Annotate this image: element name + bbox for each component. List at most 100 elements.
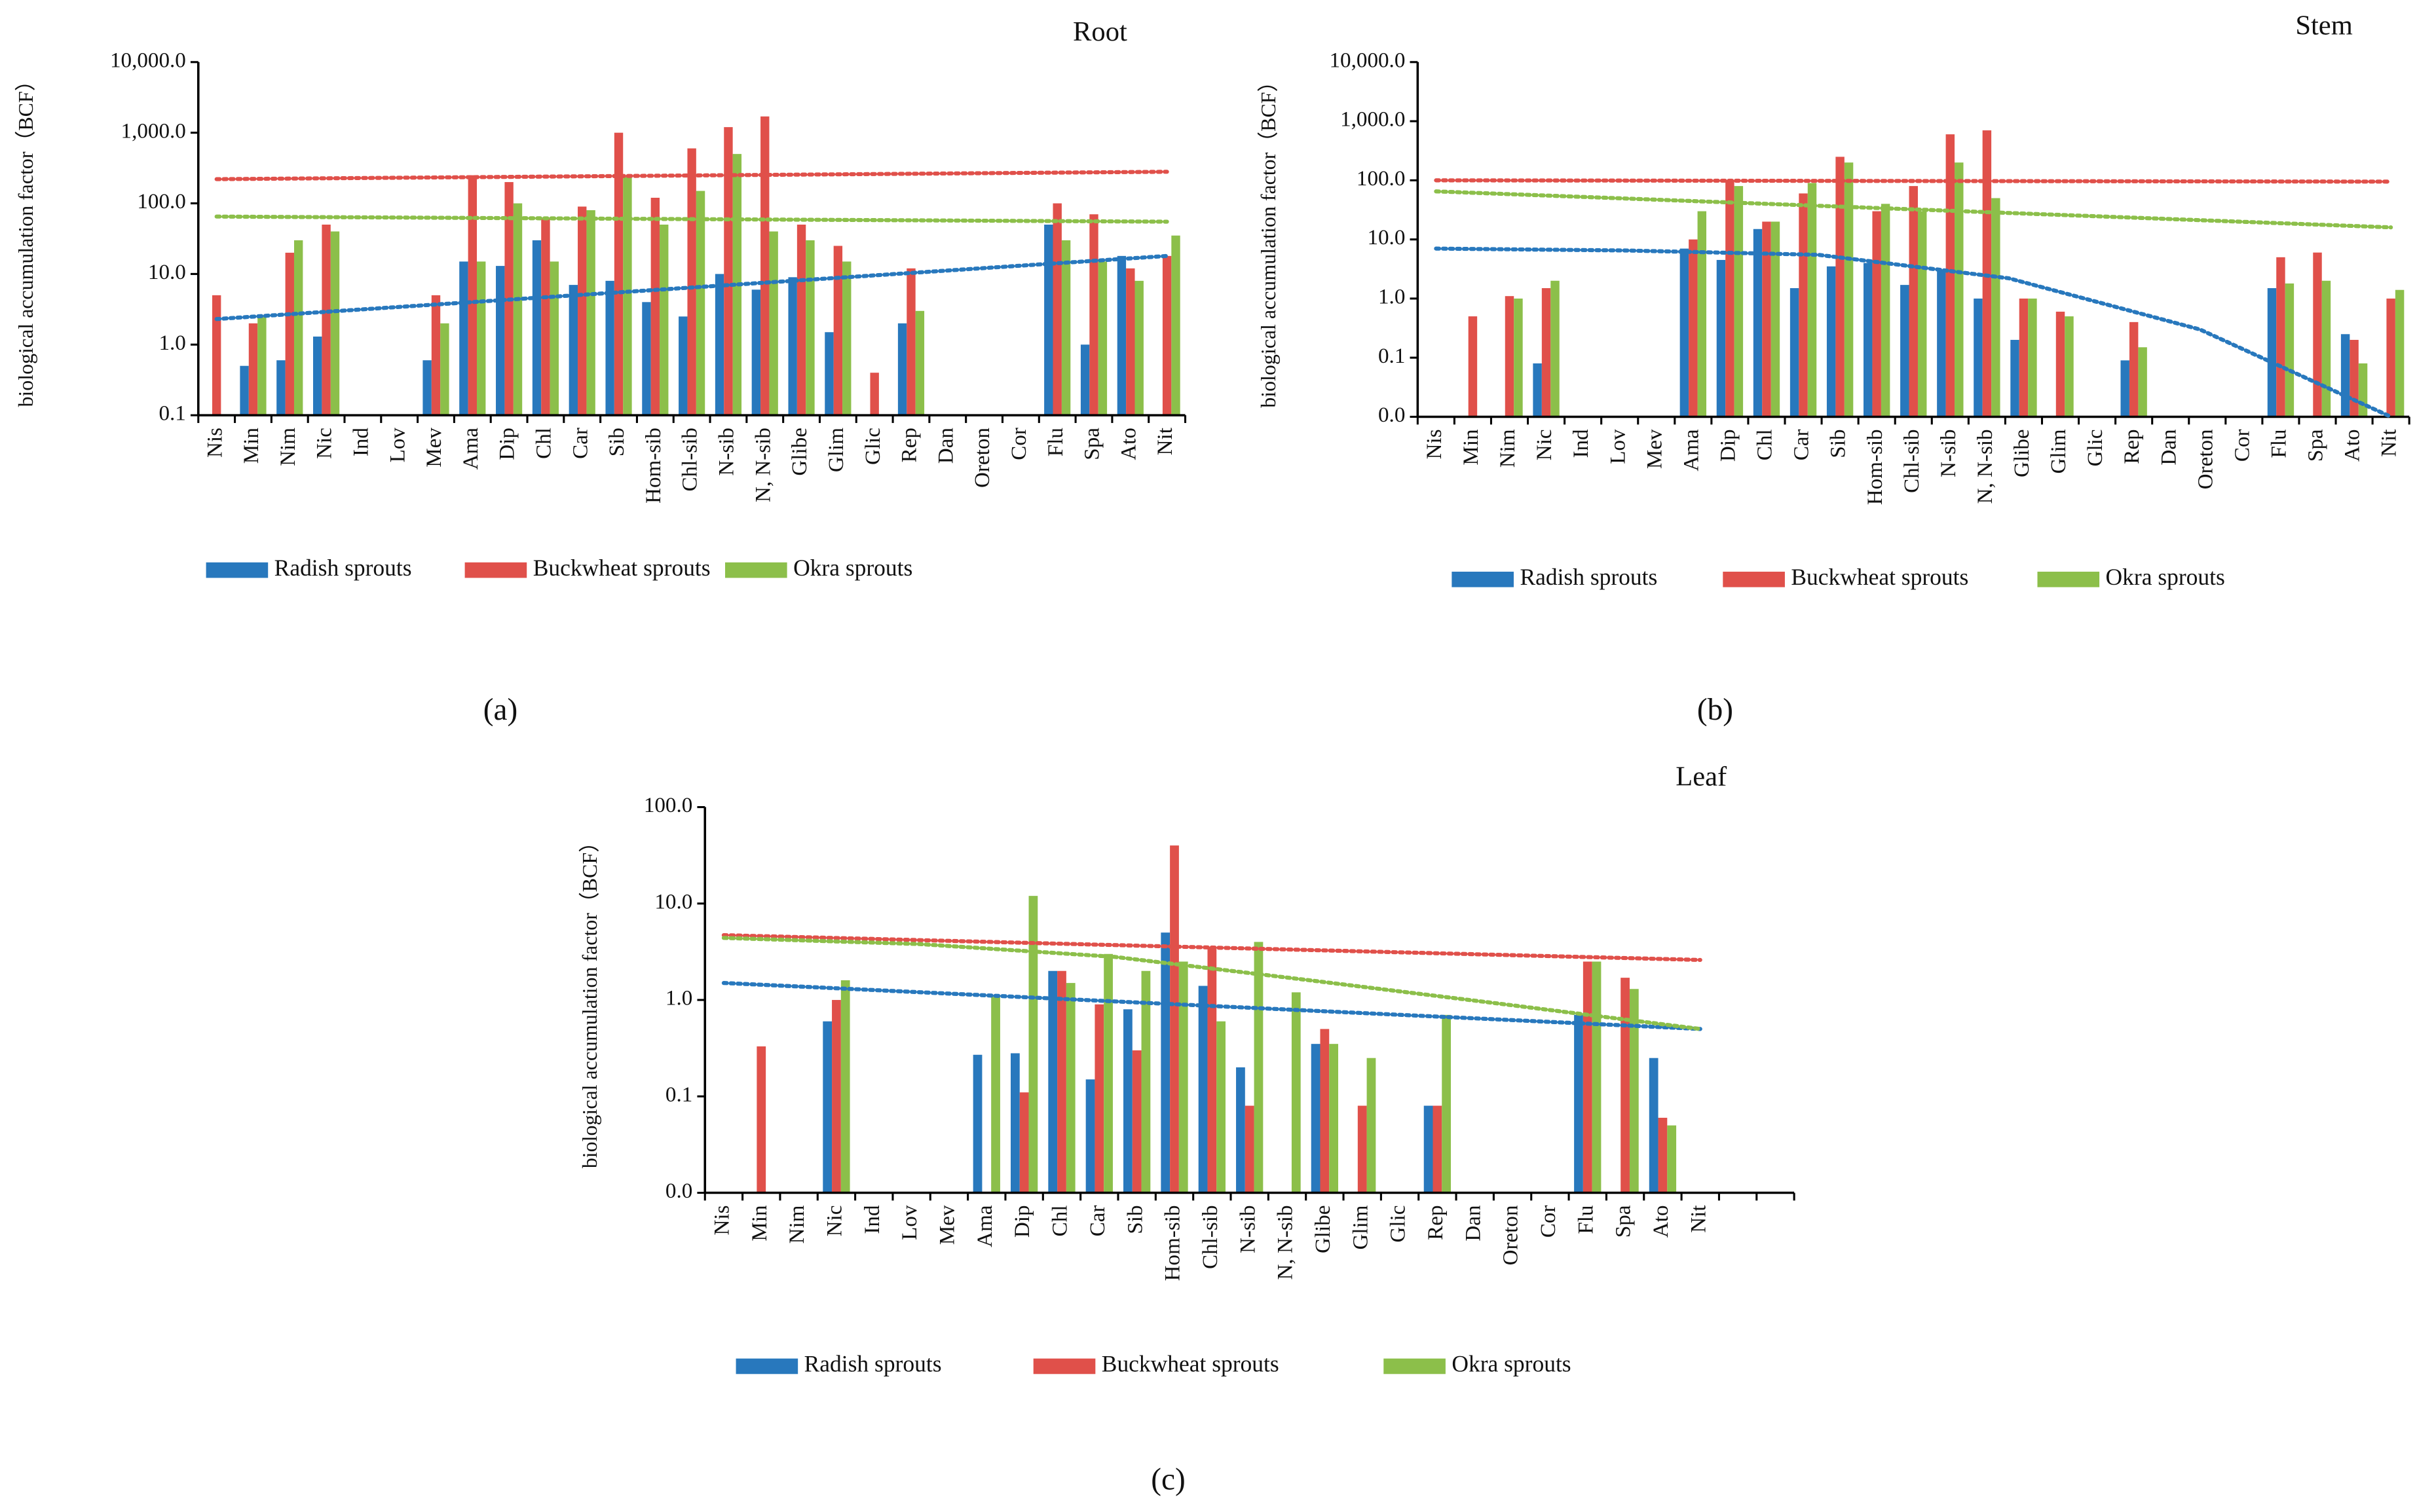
trend-line bbox=[214, 253, 1169, 322]
x-tick-label: Glibe bbox=[787, 428, 812, 476]
bar bbox=[569, 285, 578, 416]
bar bbox=[687, 148, 696, 416]
legend-label: Radish sprouts bbox=[804, 1351, 942, 1377]
trend-line bbox=[721, 981, 1702, 1031]
bar bbox=[1799, 193, 1808, 417]
bar bbox=[248, 323, 258, 416]
legend-label: Radish sprouts bbox=[1520, 564, 1657, 590]
bar bbox=[1134, 280, 1144, 416]
bar bbox=[650, 197, 660, 416]
x-tick-label: Glim bbox=[824, 428, 848, 472]
bar bbox=[2350, 340, 2359, 417]
bar bbox=[1789, 288, 1799, 417]
bar bbox=[1216, 1021, 1226, 1193]
x-tick-label: Dan bbox=[1461, 1205, 1485, 1242]
bar bbox=[1621, 978, 1630, 1193]
bar bbox=[276, 360, 286, 416]
legend-swatch bbox=[1033, 1358, 1096, 1374]
legend-swatch bbox=[206, 562, 269, 578]
x-tick-label: Nim bbox=[1495, 429, 1520, 468]
y-tick-label: 10,000.0 bbox=[1330, 48, 1406, 72]
bar bbox=[1872, 211, 1881, 417]
bar bbox=[330, 231, 340, 416]
bar bbox=[897, 323, 907, 416]
bar bbox=[532, 240, 542, 416]
bar bbox=[1574, 1014, 1583, 1193]
bar bbox=[2138, 347, 2147, 417]
x-tick-label: Ato bbox=[1649, 1205, 1673, 1238]
bar bbox=[1863, 263, 1873, 417]
legend-swatch bbox=[2037, 572, 2100, 587]
bar bbox=[1098, 261, 1108, 416]
trend-line bbox=[214, 170, 1169, 181]
legend-label: Buckwheat sprouts bbox=[533, 555, 711, 581]
y-axis-label: biological accumulation factor（BCF） bbox=[1257, 71, 1280, 408]
bar bbox=[2129, 322, 2139, 417]
bar bbox=[715, 274, 724, 416]
bar bbox=[788, 277, 797, 416]
bar bbox=[1826, 266, 1836, 417]
x-tick-label: Ato bbox=[2340, 429, 2365, 462]
y-tick-label: 0.1 bbox=[665, 1082, 692, 1107]
bar bbox=[285, 252, 294, 416]
x-tick-label: Nis bbox=[202, 428, 227, 458]
legend-swatch bbox=[464, 562, 527, 578]
bar bbox=[1085, 1079, 1095, 1193]
bar bbox=[823, 1021, 833, 1193]
x-tick-label: Oreton bbox=[2193, 429, 2217, 489]
x-tick-label: Mev bbox=[422, 428, 446, 468]
x-tick-label: N, N-sib bbox=[1273, 1205, 1298, 1280]
bar bbox=[1057, 970, 1066, 1193]
bar bbox=[1066, 983, 1076, 1193]
bar bbox=[1945, 134, 1955, 417]
bar bbox=[991, 995, 1000, 1193]
bar bbox=[1667, 1125, 1677, 1193]
bar bbox=[1629, 989, 1639, 1193]
bar bbox=[1734, 186, 1744, 417]
x-tick-label: Rep bbox=[2120, 429, 2144, 464]
bar bbox=[724, 127, 733, 416]
bar bbox=[1541, 288, 1551, 417]
bar bbox=[1468, 316, 1478, 417]
bar bbox=[840, 980, 850, 1193]
bar bbox=[257, 316, 267, 416]
y-tick-label: 100.0 bbox=[137, 189, 185, 213]
bar bbox=[1533, 363, 1542, 417]
x-tick-label: Min bbox=[239, 428, 263, 464]
bar bbox=[550, 261, 559, 416]
bar bbox=[1236, 1067, 1245, 1193]
x-tick-label: Sib bbox=[605, 428, 629, 456]
bar bbox=[1080, 344, 1090, 416]
bar bbox=[1019, 1092, 1029, 1193]
bar bbox=[1433, 1105, 1442, 1193]
y-tick-label: 0.0 bbox=[665, 1179, 692, 1203]
x-tick-label: Glim bbox=[2046, 429, 2070, 473]
trend-line bbox=[721, 936, 1702, 1031]
bar bbox=[1048, 970, 1058, 1193]
x-tick-label: Chl-sib bbox=[1900, 429, 1924, 493]
x-tick-label: Dip bbox=[1010, 1205, 1034, 1238]
legend-label: Okra sprouts bbox=[1452, 1351, 1571, 1377]
x-tick-label: Ama bbox=[459, 428, 483, 470]
bar bbox=[2313, 252, 2322, 417]
bar bbox=[1089, 214, 1098, 416]
bar bbox=[1123, 1009, 1133, 1193]
bar bbox=[1807, 183, 1817, 417]
bar bbox=[679, 316, 688, 416]
bar bbox=[1550, 280, 1560, 417]
bar bbox=[2321, 280, 2331, 417]
x-tick-label: Car bbox=[1085, 1205, 1110, 1236]
bar bbox=[1689, 239, 1698, 417]
caption: (c) bbox=[1151, 1463, 1186, 1497]
chart-title: Root bbox=[1073, 16, 1127, 47]
bar bbox=[973, 1054, 983, 1193]
bar bbox=[2276, 257, 2285, 417]
bar bbox=[1514, 298, 1523, 417]
bar bbox=[293, 240, 303, 416]
x-tick-label: Cor bbox=[1536, 1205, 1560, 1238]
x-tick-label: N, N-sib bbox=[751, 428, 775, 502]
bar bbox=[1366, 1058, 1376, 1193]
bar bbox=[1053, 203, 1062, 416]
bar bbox=[1095, 1004, 1104, 1193]
y-tick-label: 1,000.0 bbox=[121, 119, 186, 143]
